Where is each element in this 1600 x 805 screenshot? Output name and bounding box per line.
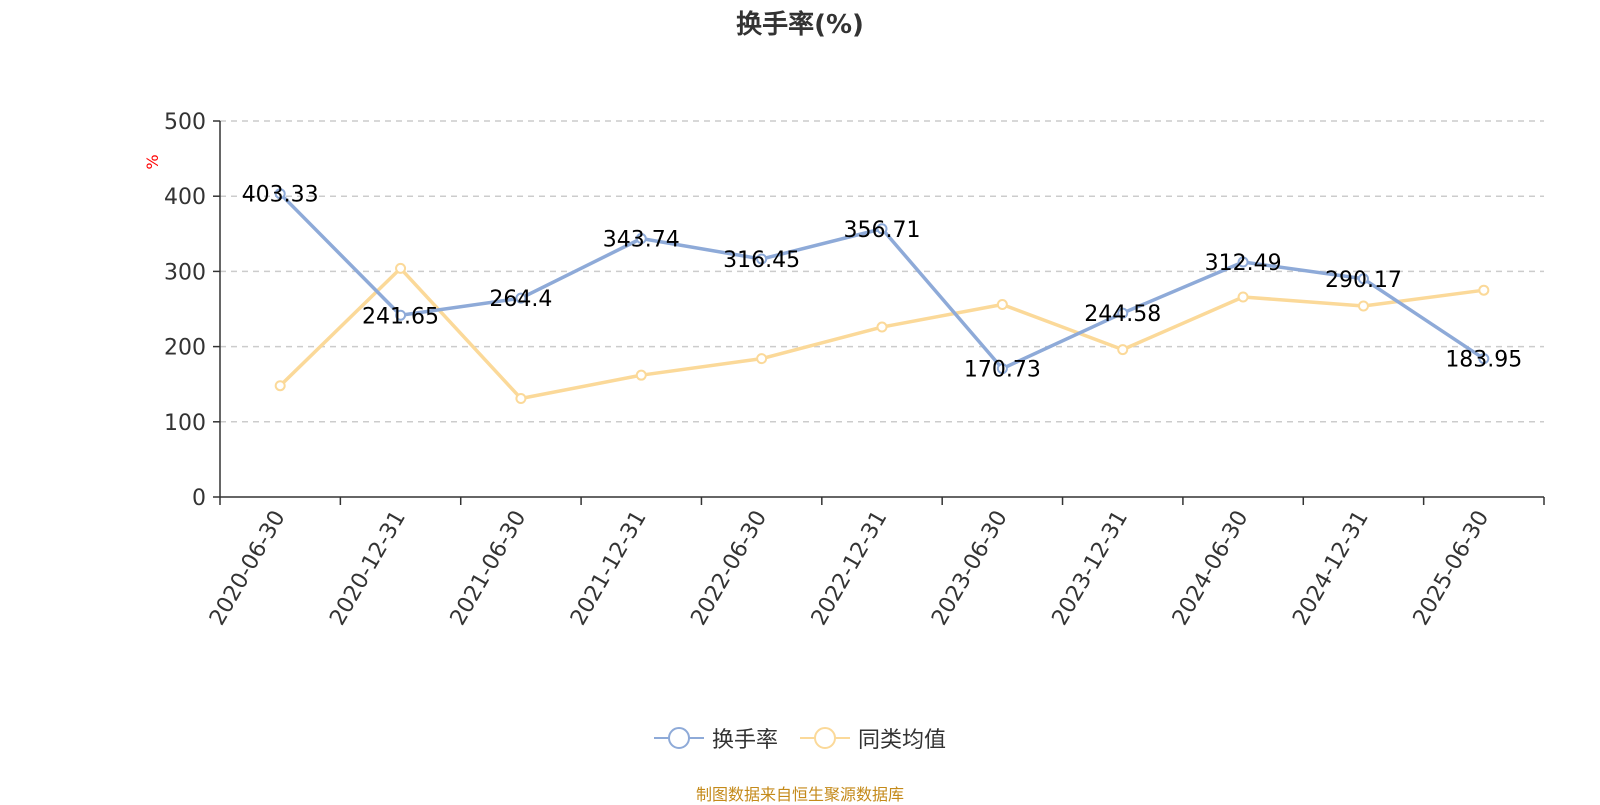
y-tick-label: 400 [164, 185, 206, 210]
y-tick-label: 500 [164, 110, 206, 135]
data-point-series-2[interactable] [515, 392, 527, 404]
series [274, 188, 1490, 404]
data-label: 183.95 [1445, 348, 1522, 373]
x-tick-label: 2023-06-30 [927, 507, 1013, 630]
x-tick-label: 2022-06-30 [686, 507, 772, 630]
y-tick-label: 300 [164, 260, 206, 285]
y-tick-label: 0 [192, 486, 206, 511]
legend-marker-series-2-icon [800, 727, 850, 749]
data-label: 316.45 [723, 248, 800, 273]
data-label: 244.58 [1084, 302, 1161, 327]
y-axis-unit-label: % [143, 154, 162, 169]
y-tick-label: 200 [164, 336, 206, 361]
x-tick-label: 2021-06-30 [446, 507, 532, 630]
data-label: 343.74 [603, 228, 680, 253]
x-tick-label: 2020-06-30 [205, 507, 291, 630]
data-point-series-1[interactable] [515, 292, 527, 304]
data-point-series-1[interactable] [1237, 256, 1249, 268]
data-labels: 403.33 241.65 264.4 343.74 316.45 356.71 170.7… [242, 183, 1523, 383]
data-point-series-2[interactable] [635, 369, 647, 381]
data-point-series-2[interactable] [395, 262, 407, 274]
data-point-series-1[interactable] [1357, 273, 1369, 285]
data-label: 264.4 [489, 287, 552, 312]
legend-label-series-2: 同类均值 [858, 728, 947, 753]
x-tick-label: 2021-12-31 [566, 507, 652, 630]
legend: 换手率 同类均值 [0, 722, 1600, 754]
data-point-series-2[interactable] [996, 298, 1008, 310]
x-tick-label: 2025-06-30 [1409, 507, 1495, 630]
data-point-series-2[interactable] [1237, 291, 1249, 303]
data-point-series-2[interactable] [756, 353, 768, 365]
data-point-series-2[interactable] [274, 380, 286, 392]
y-tick-label: 100 [164, 411, 206, 436]
data-point-series-1[interactable] [876, 223, 888, 235]
chart-title: 换手率(%) [736, 10, 864, 40]
legend-item-series-1[interactable]: 换手率 [653, 722, 778, 754]
source-note: 制图数据来自恒生聚源数据库 [695, 785, 904, 804]
data-point-series-2[interactable] [1117, 344, 1129, 356]
x-tick-label: 2024-06-30 [1168, 507, 1254, 630]
x-tick-label: 2024-12-31 [1288, 507, 1374, 630]
legend-item-series-2[interactable]: 同类均值 [800, 722, 946, 754]
data-point-series-1[interactable] [996, 363, 1008, 375]
data-point-series-1[interactable] [395, 309, 407, 321]
data-point-series-2[interactable] [1478, 284, 1490, 296]
data-label: 170.73 [964, 358, 1041, 383]
data-point-series-2[interactable] [1357, 300, 1369, 312]
legend-marker-series-1-icon [653, 727, 704, 749]
data-label: 290.17 [1325, 268, 1402, 293]
legend-label-series-1: 换手率 [711, 728, 778, 753]
data-point-series-1[interactable] [1117, 307, 1129, 319]
series-line-2 [278, 266, 1485, 401]
x-tick-label: 2020-12-31 [325, 506, 411, 629]
data-point-series-1[interactable] [756, 253, 768, 265]
data-label: 312.49 [1205, 251, 1282, 276]
data-point-series-1[interactable] [274, 188, 286, 200]
x-tick-label: 2022-12-31 [807, 507, 893, 630]
data-label: 356.71 [844, 218, 921, 243]
data-point-series-1[interactable] [1478, 353, 1490, 365]
grid-lines [220, 120, 1544, 423]
axes: 0 100 200 300 400 500 2020-06-30 2020-12-31 2021… [164, 110, 1545, 630]
data-point-series-1[interactable] [635, 233, 647, 245]
data-point-series-2[interactable] [876, 321, 888, 333]
x-tick-label: 2023-12-31 [1048, 507, 1134, 630]
data-label: 403.33 [242, 183, 319, 208]
data-label: 241.65 [362, 304, 439, 329]
